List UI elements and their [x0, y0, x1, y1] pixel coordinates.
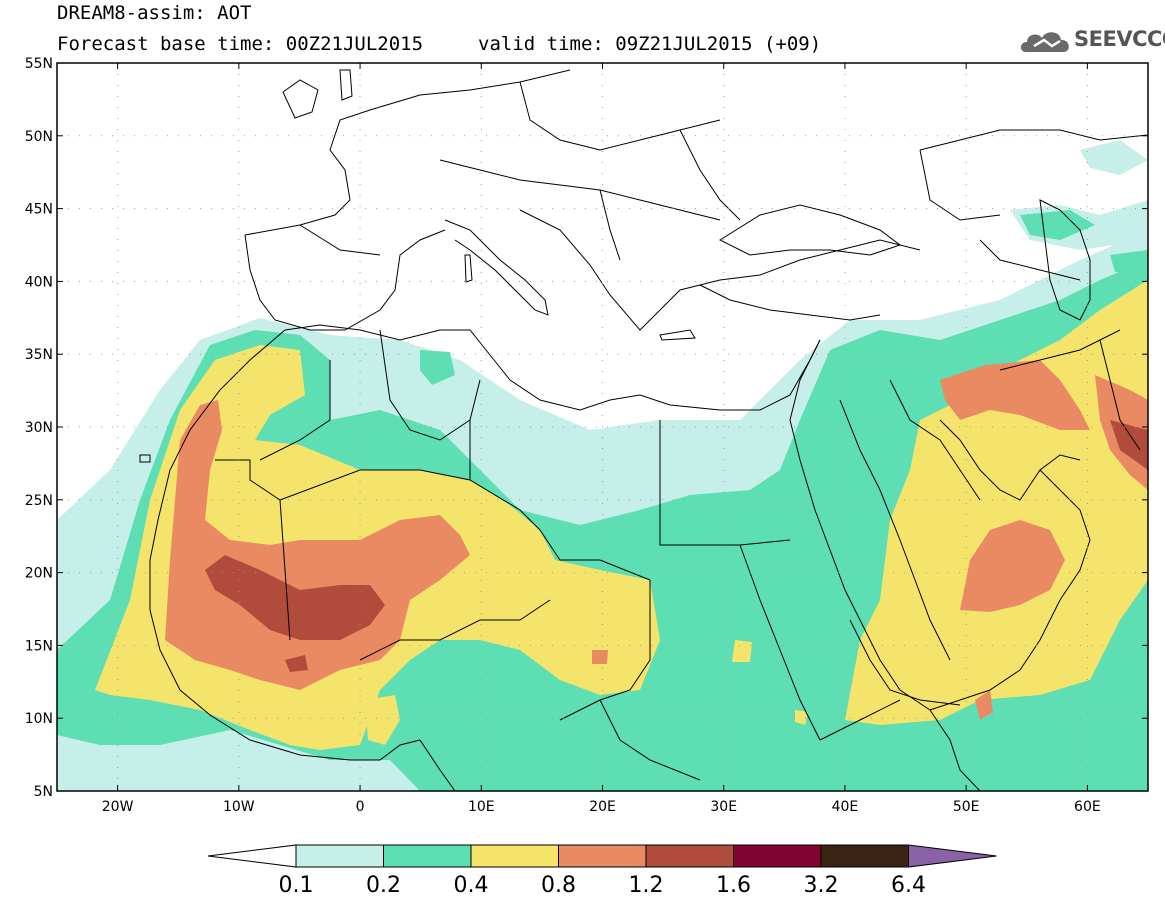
- colorbar-label: 0.4: [454, 873, 489, 898]
- cloud-icon: [1020, 32, 1069, 52]
- colorbar-label: 6.4: [891, 873, 926, 898]
- color-bar: 0.1 0.2 0.4 0.8 1.2 1.6 3.2 6.4: [207, 844, 997, 898]
- lat-tick-label: 50N: [25, 129, 53, 145]
- forecast-times: Forecast base time: 00Z21JUL2015 valid t…: [57, 34, 821, 94]
- lon-tick-label: 10E: [468, 799, 495, 815]
- map-title: DREAM8-assim: AOT: [57, 2, 252, 24]
- lon-tick-label: 20E: [589, 799, 616, 815]
- lon-tick-label: 30E: [710, 799, 737, 815]
- lat-tick-label: 55N: [25, 56, 53, 72]
- latitude-axis: 55N 50N 45N 40N 35N 30N 25N 20N 15N 10N 5N: [25, 56, 1148, 800]
- colorbar-swatch: [645, 844, 734, 868]
- lat-tick-label: 15N: [25, 638, 53, 654]
- lat-tick-label: 10N: [25, 711, 53, 727]
- colorbar-label: 1.2: [629, 873, 664, 898]
- lat-tick-label: 20N: [25, 566, 53, 582]
- colorbar-swatch: [295, 844, 384, 868]
- lat-tick-label: 30N: [25, 420, 53, 436]
- lat-tick-label: 35N: [25, 347, 53, 363]
- lon-tick-label: 0: [356, 799, 365, 815]
- colorbar-swatch: [383, 844, 472, 868]
- aot-level-0.8: [165, 360, 1148, 720]
- colorbar-swatch: [558, 844, 647, 868]
- graticule: [57, 63, 1148, 791]
- colorbar-high-arrow: [908, 844, 997, 868]
- lat-tick-label: 40N: [25, 274, 53, 290]
- coastlines: [139, 69, 1148, 791]
- colorbar-label: 0.1: [279, 873, 314, 898]
- base-time: Forecast base time: 00Z21JUL2015: [57, 33, 424, 55]
- colorbar-label: 0.2: [366, 873, 401, 898]
- aot-level-1.2: [205, 420, 1148, 672]
- colorbar-swatch: [733, 844, 822, 868]
- logo-text: SEEVCCC: [1074, 27, 1165, 51]
- lat-tick-label: 25N: [25, 493, 53, 509]
- colorbar-label: 1.6: [716, 873, 751, 898]
- colorbar-label: 0.8: [541, 873, 576, 898]
- lon-tick-label: 10W: [223, 799, 255, 815]
- lon-tick-label: 50E: [953, 799, 980, 815]
- lat-tick-label: 5N: [34, 784, 53, 800]
- lon-tick-label: 20W: [102, 799, 134, 815]
- aot-fields: [57, 63, 1148, 791]
- colorbar-low-arrow: [207, 844, 297, 868]
- longitude-axis: 20W 10W 0 10E 20E 30E 40E 50E 60E: [102, 63, 1101, 815]
- lon-tick-label: 60E: [1074, 799, 1101, 815]
- colorbar-swatch: [470, 844, 559, 868]
- colorbar-label: 3.2: [804, 873, 839, 898]
- lon-tick-label: 40E: [832, 799, 859, 815]
- lat-tick-label: 45N: [25, 202, 53, 218]
- colorbar-swatch: [820, 844, 909, 868]
- valid-time: valid time: 09Z21JUL2015 (+09): [478, 33, 822, 55]
